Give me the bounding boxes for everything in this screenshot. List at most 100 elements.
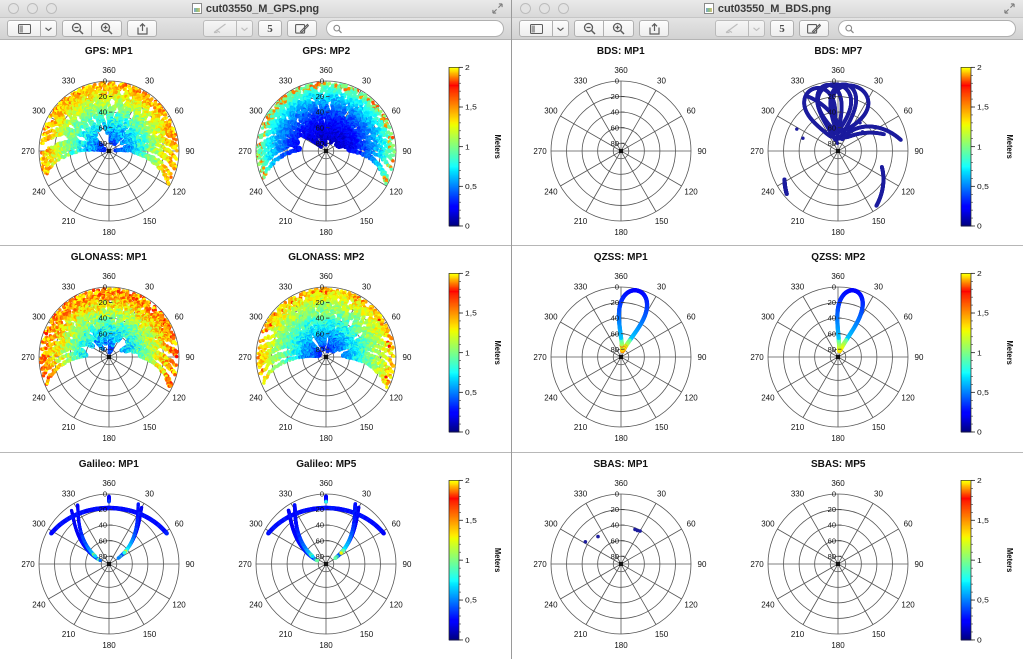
sidebar-toggle-button[interactable]: [7, 20, 41, 37]
toolbar-bds[interactable]: 5: [512, 18, 1023, 40]
polar-plot: 0 20 40 60 80 360 30 60 90 120 150 180 210 240 270 300 3…: [218, 58, 436, 243]
preview-window-gps[interactable]: cut03550_M_GPS.png: [0, 0, 512, 659]
chevron-down-icon: [557, 26, 564, 31]
figure-row: BDS: MP1 0 20 40 60 80 360 30 60 90 120 150 180 210 2…: [512, 40, 1023, 247]
panel-gps-mp2: GPS: MP2 0 20 40 60 80 360 30 60 90 120 150 180 210 2…: [218, 40, 436, 245]
share-icon: [136, 22, 148, 35]
colorbar: 0 0,5 1 1,5 2 Meters: [445, 62, 501, 231]
panel-sbas-mp5: SBAS: MP5 0 20 40 60 80 360 30 60 90 120 150 180 210…: [730, 453, 948, 659]
markup-button-group[interactable]: [203, 20, 253, 37]
maximize-button[interactable]: [558, 3, 569, 14]
share-button[interactable]: [127, 20, 157, 37]
minimize-button[interactable]: [539, 3, 550, 14]
panel-title: SBAS: MP1: [512, 459, 730, 470]
titlebar-gps[interactable]: cut03550_M_GPS.png: [0, 0, 511, 18]
markup-options-button[interactable]: [749, 20, 765, 37]
markup-options-button[interactable]: [237, 20, 253, 37]
figure-row: QZSS: MP1 0 20 40 60 80 360 30 60 90 120 150 180 210…: [512, 246, 1023, 453]
window-controls-bds[interactable]: [520, 3, 569, 14]
rotate-button[interactable]: 5: [258, 20, 282, 37]
search-icon: [333, 24, 342, 33]
polar-plot: 0 20 40 60 80 360 30 60 90 120 150 180 210 240 270 300 3…: [730, 264, 948, 449]
search-icon: [845, 24, 854, 33]
zoom-out-button[interactable]: [62, 20, 92, 37]
markup-button[interactable]: [203, 20, 237, 37]
markup-button-group[interactable]: [715, 20, 765, 37]
polar-plot: 0 20 40 60 80 360 30 60 90 120 150 180 210 240 270 300 3…: [512, 471, 730, 657]
fullscreen-icon[interactable]: [1004, 3, 1015, 14]
zoom-out-button[interactable]: [574, 20, 604, 37]
sidebar-button-group[interactable]: [7, 20, 57, 37]
colorbar-cell: 0 0,5 1 1,5 2 Meters: [947, 453, 1023, 659]
rotate-button[interactable]: 5: [770, 20, 794, 37]
figure-gps: GPS: MP1 0 20 40 60 80 360 30 60 90 120 150 180 210 2…: [0, 40, 511, 659]
panel-title: Galileo: MP1: [0, 459, 218, 470]
sidebar-icon: [529, 23, 543, 34]
panel-gps-mp1: GPS: MP1 0 20 40 60 80 360 30 60 90 120 150 180 210 2…: [0, 40, 218, 245]
panel-title: BDS: MP1: [512, 46, 730, 57]
close-button[interactable]: [8, 3, 19, 14]
zoom-in-button[interactable]: [92, 20, 122, 37]
sidebar-button-group[interactable]: [519, 20, 569, 37]
annotate-button[interactable]: [287, 20, 317, 37]
figure-row: SBAS: MP1 0 20 40 60 80 360 30 60 90 120 150 180 210…: [512, 452, 1023, 659]
window-controls-gps[interactable]: [8, 3, 57, 14]
titlebar-bds[interactable]: cut03550_M_BDS.png: [512, 0, 1023, 18]
colorbar-cell: 0 0,5 1 1,5 2 Meters: [947, 246, 1023, 451]
zoom-in-button[interactable]: [604, 20, 634, 37]
chevron-down-icon: [753, 26, 760, 31]
toolbar-gps[interactable]: 5: [0, 18, 511, 40]
annotate-icon: [807, 23, 821, 34]
panel-qzss-mp2: QZSS: MP2 0 20 40 60 80 360 30 60 90 120 150 180 210…: [730, 246, 948, 451]
sidebar-icon: [17, 23, 31, 34]
figure-row: GLONASS: MP1 0 20 40 60 80 360 30 60 90 120 150 180…: [0, 246, 511, 453]
panel-title: SBAS: MP5: [730, 459, 948, 470]
chevron-down-icon: [241, 26, 248, 31]
sidebar-options-button[interactable]: [41, 20, 57, 37]
panel-galileo-mp1: Galileo: MP1 0 20 40 60 80 360 30 60 90 120 150 180…: [0, 453, 218, 659]
panel-title: GLONASS: MP1: [0, 252, 218, 263]
pen-icon: [725, 23, 738, 34]
colorbar-cell: 0 0,5 1 1,5 2 Meters: [435, 246, 511, 451]
zoom-in-icon: [100, 22, 113, 35]
maximize-button[interactable]: [46, 3, 57, 14]
image-canvas-bds[interactable]: BDS: MP1 0 20 40 60 80 360 30 60 90 120 150 180 210 2…: [512, 40, 1023, 659]
panel-title: Galileo: MP5: [218, 459, 436, 470]
minimize-button[interactable]: [27, 3, 38, 14]
polar-plot: 0 20 40 60 80 360 30 60 90 120 150 180 210 240 270 300 3…: [512, 58, 730, 243]
document-icon: [191, 3, 202, 14]
zoom-button-group[interactable]: [62, 20, 122, 37]
fullscreen-icon[interactable]: [492, 3, 503, 14]
panel-glonass-mp1: GLONASS: MP1 0 20 40 60 80 360 30 60 90 120 150 180…: [0, 246, 218, 451]
zoom-out-icon: [583, 22, 596, 35]
panel-title: GLONASS: MP2: [218, 252, 436, 263]
search-input[interactable]: [346, 22, 497, 35]
polar-plot: 0 20 40 60 80 360 30 60 90 120 150 180 210 240 270 300 3…: [0, 471, 218, 657]
share-icon: [648, 22, 660, 35]
sidebar-options-button[interactable]: [553, 20, 569, 37]
pen-icon: [213, 23, 226, 34]
colorbar: 0 0,5 1 1,5 2 Meters: [957, 62, 1013, 231]
colorbar: 0 0,5 1 1,5 2 Meters: [957, 268, 1013, 437]
polar-plot: 0 20 40 60 80 360 30 60 90 120 150 180 210 240 270 300 3…: [0, 58, 218, 243]
zoom-button-group[interactable]: [574, 20, 634, 37]
search-field[interactable]: [326, 20, 504, 37]
preview-window-bds[interactable]: cut03550_M_BDS.png: [512, 0, 1023, 659]
panel-galileo-mp5: Galileo: MP5 0 20 40 60 80 360 30 60 90 120 150 180…: [218, 453, 436, 659]
panel-sbas-mp1: SBAS: MP1 0 20 40 60 80 360 30 60 90 120 150 180 210…: [512, 453, 730, 659]
markup-button[interactable]: [715, 20, 749, 37]
colorbar-cell: 0 0,5 1 1,5 2 Meters: [435, 40, 511, 245]
image-canvas-gps[interactable]: GPS: MP1 0 20 40 60 80 360 30 60 90 120 150 180 210 2…: [0, 40, 511, 659]
panel-title: GPS: MP1: [0, 46, 218, 57]
close-button[interactable]: [520, 3, 531, 14]
sidebar-toggle-button[interactable]: [519, 20, 553, 37]
share-button[interactable]: [639, 20, 669, 37]
panel-glonass-mp2: GLONASS: MP2 0 20 40 60 80 360 30 60 90 120 150 180…: [218, 246, 436, 451]
document-icon: [703, 3, 714, 14]
search-input[interactable]: [858, 22, 1009, 35]
window-title: cut03550_M_BDS.png: [718, 3, 831, 15]
annotate-button[interactable]: [799, 20, 829, 37]
search-field[interactable]: [838, 20, 1016, 37]
colorbar-cell: 0 0,5 1 1,5 2 Meters: [435, 453, 511, 659]
